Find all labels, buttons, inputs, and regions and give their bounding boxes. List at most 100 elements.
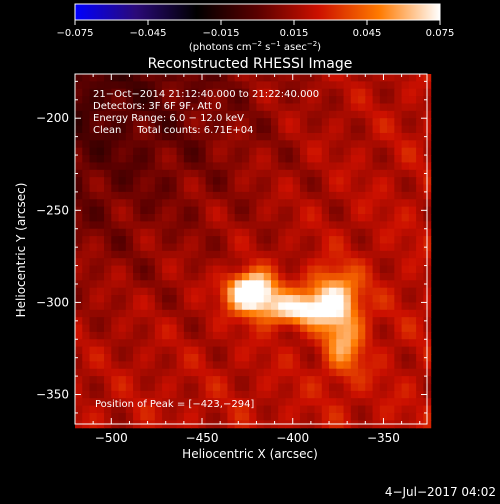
heatmap-cell: [394, 132, 403, 141]
heatmap-cell: [220, 81, 229, 90]
heatmap-cell: [321, 317, 330, 326]
heatmap-cell: [350, 103, 359, 112]
heatmap-cell: [394, 331, 403, 340]
heatmap-cell: [387, 295, 395, 304]
heatmap-cell: [205, 398, 214, 407]
heatmap-cell: [169, 96, 178, 105]
heatmap-cell: [329, 398, 337, 407]
heatmap-cell: [183, 272, 192, 281]
heatmap-cell: [408, 147, 417, 156]
y-tick-label: −300: [36, 295, 69, 309]
heatmap-cell: [249, 250, 258, 259]
heatmap-cell: [82, 147, 91, 156]
heatmap-cell: [299, 162, 308, 171]
heatmap-cell: [234, 324, 243, 333]
heatmap-cell: [191, 258, 199, 267]
heatmap-cell: [183, 140, 192, 149]
x-tick-label: −500: [95, 431, 128, 445]
heatmap-cell: [336, 250, 345, 259]
heatmap-cell: [350, 125, 359, 134]
heatmap-cell: [82, 177, 91, 186]
heatmap-cell: [205, 140, 214, 149]
heatmap-cell: [314, 354, 323, 362]
heatmap-cell: [111, 118, 120, 127]
heatmap-cell: [379, 368, 388, 377]
heatmap-cell: [198, 331, 207, 340]
heatmap-cell: [234, 302, 243, 311]
heatmap-cell: [408, 162, 417, 171]
heatmap-cell: [241, 162, 250, 171]
heatmap-cell: [75, 236, 83, 245]
heatmap-cell: [234, 140, 243, 149]
heatmap-cell: [147, 354, 156, 362]
heatmap-cell: [329, 272, 337, 281]
heatmap-cell: [140, 228, 149, 237]
heatmap-cell: [329, 354, 337, 362]
heatmap-cell: [394, 398, 403, 407]
heatmap-cell: [154, 309, 163, 318]
heatmap-cell: [220, 376, 229, 385]
heatmap-cell: [394, 206, 403, 215]
heatmap-cell: [176, 140, 185, 149]
heatmap-cell: [198, 118, 207, 127]
heatmap-cell: [263, 162, 272, 171]
heatmap-cell: [416, 398, 424, 407]
heatmap-cell: [241, 354, 250, 362]
heatmap-cell: [183, 243, 192, 252]
heatmap-cell: [372, 317, 381, 326]
heatmap-cell: [343, 214, 352, 222]
heatmap-cell: [147, 236, 156, 245]
heatmap-cell: [140, 140, 149, 149]
heatmap-cell: [154, 125, 163, 134]
heatmap-cell: [408, 155, 417, 164]
heatmap-cell: [212, 221, 221, 230]
heatmap-cell: [154, 140, 163, 149]
heatmap-cell: [285, 243, 294, 252]
heatmap-cell: [118, 405, 127, 414]
heatmap-cell: [198, 265, 207, 274]
heatmap-cell: [125, 354, 134, 362]
heatmap-cell: [256, 221, 265, 230]
heatmap-cell: [379, 214, 388, 222]
heatmap-cell: [401, 331, 410, 340]
heatmap-cell: [154, 214, 163, 222]
heatmap-cell: [241, 272, 250, 281]
heatmap-cell: [234, 214, 243, 222]
heatmap-cell: [234, 162, 243, 171]
heatmap-cell: [176, 368, 185, 377]
heatmap-cell: [329, 96, 337, 105]
heatmap-cell: [321, 118, 330, 127]
heatmap-cell: [125, 361, 134, 370]
heatmap-cell: [343, 162, 352, 171]
heatmap-cell: [365, 191, 374, 200]
heatmap-cell: [162, 243, 170, 252]
heatmap-cell: [234, 103, 243, 112]
heatmap-cell: [191, 88, 199, 97]
heatmap-cell: [183, 376, 192, 385]
heatmap-cell: [408, 221, 417, 230]
heatmap-cell: [183, 184, 192, 193]
heatmap-cell: [329, 331, 337, 340]
heatmap-cell: [234, 155, 243, 164]
heatmap-cell: [387, 412, 395, 421]
heatmap-cell: [278, 258, 287, 267]
heatmap-cell: [154, 287, 163, 296]
heatmap-cell: [104, 339, 112, 348]
heatmap-cell: [387, 169, 395, 178]
heatmap-cell: [263, 81, 272, 90]
heatmap-cell: [191, 331, 199, 340]
heatmap-cell: [75, 280, 83, 289]
heatmap-cell: [387, 221, 395, 230]
heatmap-cell: [350, 199, 359, 208]
heatmap-cell: [401, 272, 410, 281]
heatmap-cell: [299, 140, 308, 149]
heatmap-cell: [372, 331, 381, 340]
heatmap-cell: [89, 295, 98, 304]
heatmap-cell: [256, 191, 265, 200]
heatmap-cell: [191, 169, 199, 178]
heatmap-cell: [82, 302, 91, 311]
heatmap-cell: [350, 169, 359, 178]
heatmap-cell: [234, 295, 243, 304]
heatmap-cell: [336, 140, 345, 149]
heatmap-cell: [401, 162, 410, 171]
